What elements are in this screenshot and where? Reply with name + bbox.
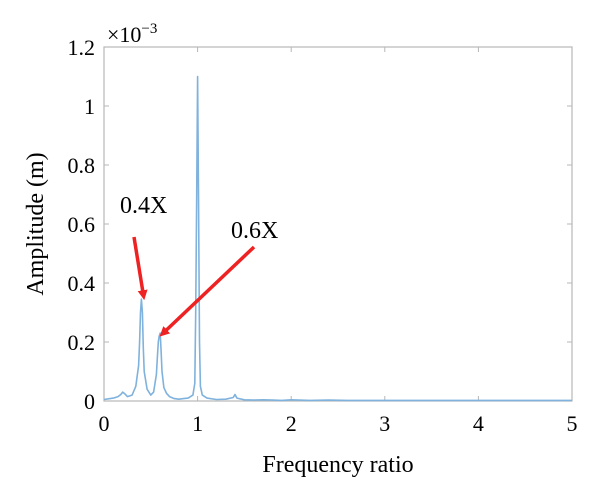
x-tick-label: 2 xyxy=(286,411,297,436)
annotations: 0.4X 0.6X xyxy=(120,193,278,337)
y-tick-label: 0.6 xyxy=(68,212,96,237)
x-tick-label: 4 xyxy=(473,411,484,436)
annotation-label: 0.4X xyxy=(120,193,167,219)
series-layer xyxy=(103,75,572,402)
y-tick-label: 1 xyxy=(84,94,95,119)
x-tick-label: 0 xyxy=(99,411,110,436)
x-tick-label: 3 xyxy=(379,411,390,436)
annotation-label: 0.6X xyxy=(231,218,278,244)
y-tick-label: 0.4 xyxy=(68,271,96,296)
axis-ticks xyxy=(103,46,573,402)
y-tick-label: 0.2 xyxy=(68,330,96,355)
annotation-arrow xyxy=(132,236,148,301)
series-line xyxy=(103,75,572,402)
x-tick-label: 1 xyxy=(192,411,203,436)
y-tick-label: 0 xyxy=(84,389,95,414)
y-tick-label: 1.2 xyxy=(68,35,96,60)
y-scale-factor: ×10−3 xyxy=(107,21,157,47)
x-tick-label: 5 xyxy=(567,411,578,436)
y-tick-label: 0.8 xyxy=(68,153,96,178)
tick-labels: 0 1 2 3 4 5 0 0.2 0.4 0.6 0.8 1 1.2 xyxy=(68,35,578,436)
annotation-arrow xyxy=(159,245,256,337)
plot-area-frame xyxy=(103,46,573,402)
y-axis-label: Amplitude (m) xyxy=(23,152,49,295)
x-axis-label: Frequency ratio xyxy=(262,452,413,478)
